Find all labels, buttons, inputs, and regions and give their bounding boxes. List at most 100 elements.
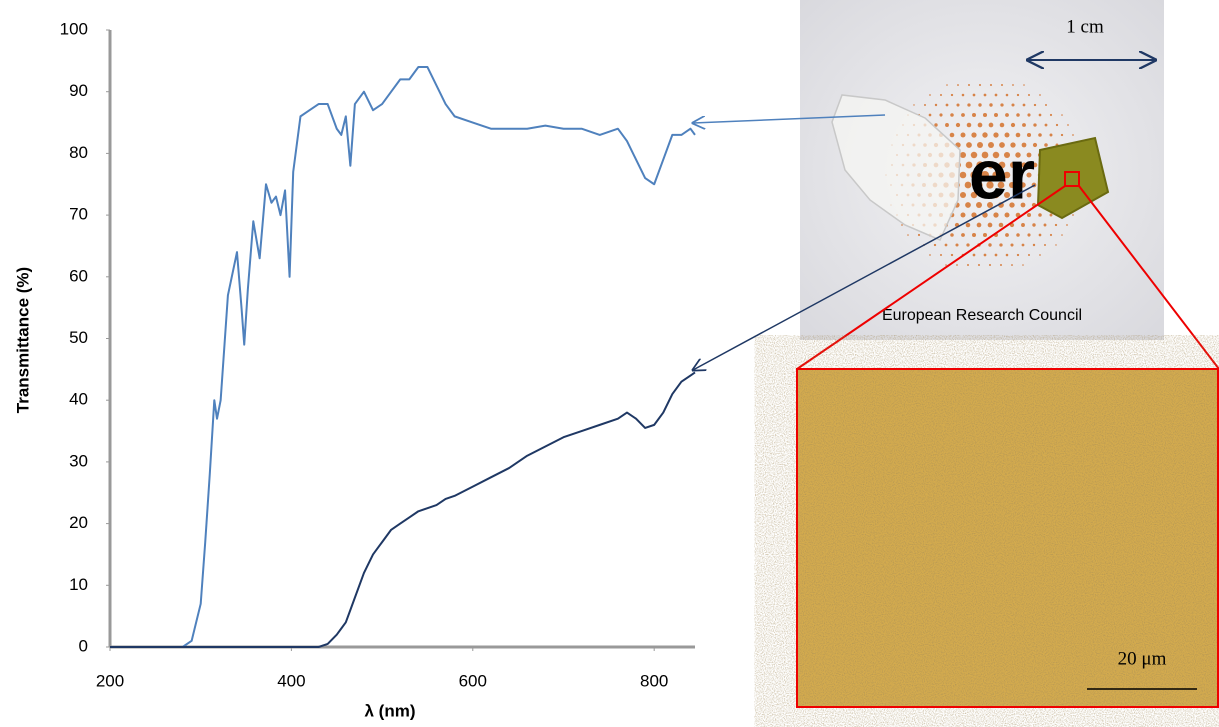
logo-dot <box>1072 214 1074 216</box>
logo-dot <box>1016 93 1020 97</box>
logo-dot <box>967 83 971 87</box>
logo-dot <box>933 243 937 247</box>
logo-dot <box>960 212 966 218</box>
logo-dot <box>976 161 984 169</box>
logo-dot <box>1026 172 1032 178</box>
logo-dot <box>939 93 943 97</box>
x-tick-label: 800 <box>640 671 668 690</box>
logo-dot <box>1032 243 1036 247</box>
logo-dot <box>977 263 981 267</box>
logo-dot <box>1039 254 1041 256</box>
micrograph-frame <box>796 368 1219 708</box>
scale-label: 1 cm <box>1066 16 1104 37</box>
logo-dot <box>989 103 993 107</box>
y-axis-label: Transmittance (%) <box>13 267 32 413</box>
logo-dot <box>913 104 915 106</box>
logo-dot <box>1015 132 1021 138</box>
logo-dot <box>992 191 1000 199</box>
logo-dot <box>989 83 993 87</box>
logo-dot <box>965 161 973 169</box>
logo-dot <box>1015 152 1021 158</box>
y-tick-label: 20 <box>69 513 88 532</box>
logo-dot <box>950 113 954 117</box>
y-tick-label: 70 <box>69 205 88 224</box>
logo-dot <box>1004 212 1010 218</box>
sample-photo: er European Research Council 1 cm <box>800 0 1164 340</box>
logo-dot <box>934 103 938 107</box>
logo-dot <box>982 232 988 238</box>
logo-dot <box>967 103 971 107</box>
logo-dot <box>994 93 998 97</box>
logo-dot <box>1032 142 1038 148</box>
logo-dot <box>1011 103 1015 107</box>
logo-dot <box>993 212 999 218</box>
logo-dot <box>1038 233 1042 237</box>
logo-dot <box>983 253 987 257</box>
logo-dot <box>1023 84 1025 86</box>
logo-dot <box>946 84 948 86</box>
logo-dot <box>1044 123 1048 127</box>
logo-dot <box>1026 132 1032 138</box>
logo-dot <box>959 151 967 159</box>
logo-dot <box>1016 113 1020 117</box>
data-line <box>110 66 696 648</box>
logo-dot <box>1020 182 1026 188</box>
logo-dot <box>1005 113 1009 117</box>
logo-dot <box>972 253 976 257</box>
logo-dot <box>1016 253 1020 257</box>
logo-dot <box>999 243 1003 247</box>
logo-dot <box>982 132 988 138</box>
logo-dot <box>1003 171 1011 179</box>
logo-dot <box>966 243 970 247</box>
logo-dot <box>929 254 931 256</box>
logo-dot <box>983 93 987 97</box>
logo-dot <box>924 104 926 106</box>
logo-dot <box>971 112 977 118</box>
logo-dot <box>945 264 947 266</box>
logo-dot <box>977 122 983 128</box>
logo-dot <box>1009 202 1015 208</box>
logo-dot <box>956 264 958 266</box>
logo-dot <box>966 142 972 148</box>
logo-dot <box>950 233 954 237</box>
logo-dot <box>1032 223 1036 227</box>
logo-dot <box>998 161 1006 169</box>
logo-dot <box>1033 103 1037 107</box>
logo-dot <box>1015 172 1021 178</box>
y-tick-label: 80 <box>69 143 88 162</box>
logo-dot <box>1005 93 1009 97</box>
logo-dot <box>1021 223 1025 227</box>
logo-dot <box>971 212 977 218</box>
logo-dot <box>1012 84 1014 86</box>
logo-dot <box>1003 151 1011 159</box>
logo-dot <box>964 181 972 189</box>
x-axis-label: λ (nm) <box>365 701 416 720</box>
logo-dot <box>1021 243 1025 247</box>
logo-dot <box>928 113 932 117</box>
glass-substrate <box>831 94 961 241</box>
logo-dot <box>1020 202 1026 208</box>
logo-dot <box>1027 93 1031 97</box>
logo-dot <box>1055 123 1059 127</box>
logo-dot <box>976 202 982 208</box>
logo-dot <box>971 132 977 138</box>
logo-dot <box>971 232 977 238</box>
logo-dot <box>955 122 961 128</box>
logo-dot <box>970 171 978 179</box>
logo-dot <box>1055 244 1057 246</box>
logo-dot <box>993 132 999 138</box>
logo-dot <box>1003 191 1011 199</box>
logo-dot <box>1010 122 1016 128</box>
logo-dot <box>988 263 992 267</box>
logo-dot <box>901 224 903 226</box>
logo-dot <box>1038 133 1042 137</box>
logo-dot <box>1039 94 1041 96</box>
logo-dot <box>1026 152 1032 158</box>
logo-dot <box>956 103 960 107</box>
logo-dot <box>1022 103 1026 107</box>
logo-dot <box>944 243 948 247</box>
x-tick-label: 400 <box>277 671 305 690</box>
logo-dot <box>986 201 994 209</box>
logo-dot <box>999 122 1005 128</box>
